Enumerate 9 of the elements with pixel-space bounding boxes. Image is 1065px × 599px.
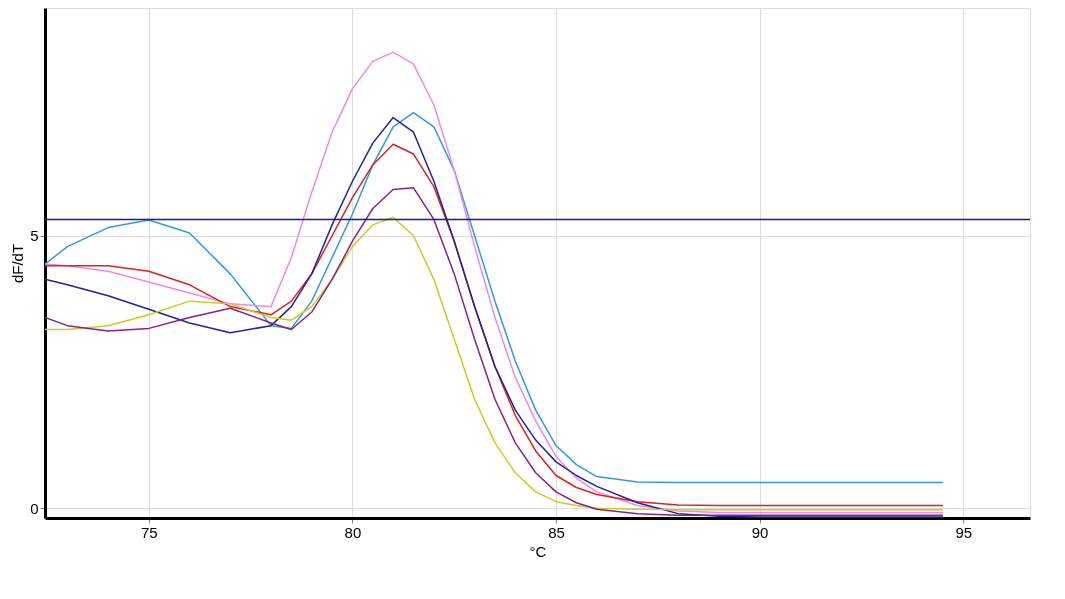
x-axis-title: °C <box>529 542 547 560</box>
x-tick-label: 75 <box>140 523 158 541</box>
y-tick-label: 0 <box>30 499 39 517</box>
y-tick-label: 5 <box>30 227 39 245</box>
x-tick-label: 90 <box>751 523 769 541</box>
x-tick-label: 85 <box>548 523 565 541</box>
x-tick-label: 95 <box>955 523 973 541</box>
x-tick-label: 80 <box>344 523 362 541</box>
y-axis-title: dF/dT <box>9 243 27 284</box>
